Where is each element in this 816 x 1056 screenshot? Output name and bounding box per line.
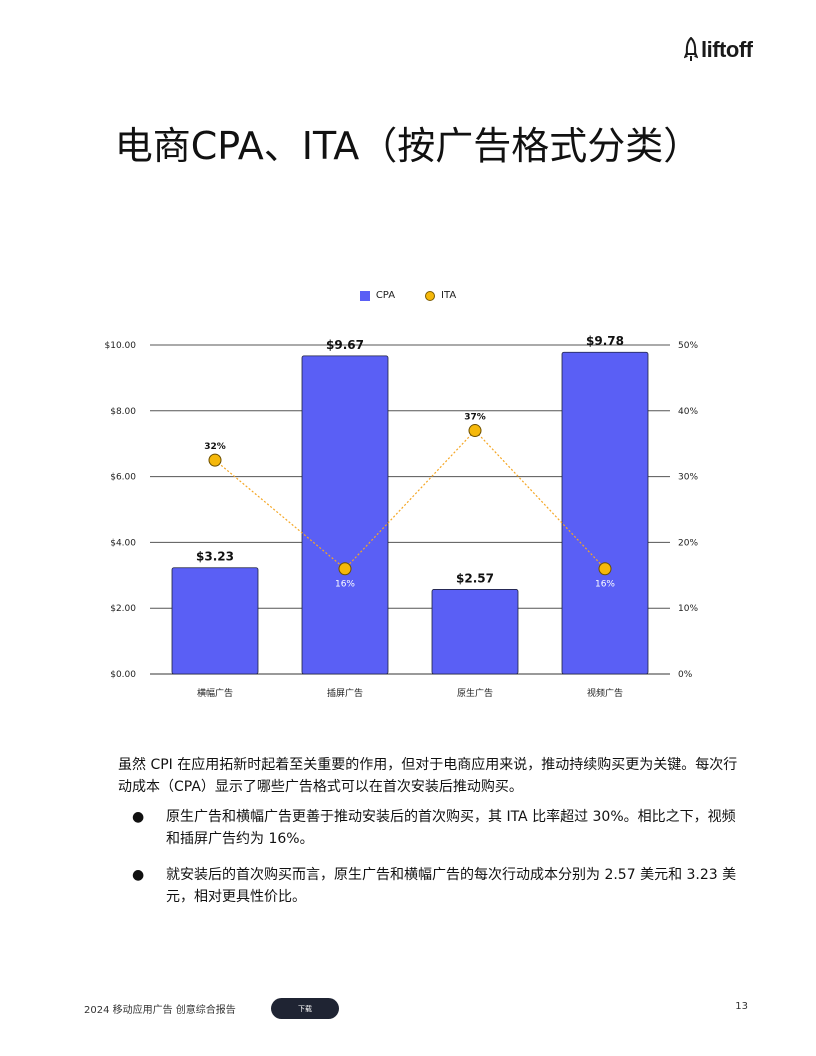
x-tick-label: 视频广告	[587, 687, 623, 699]
y-left-tick-label: $4.00	[110, 538, 136, 548]
logo-text: liftoff	[701, 37, 753, 62]
ita-value-label: 37%	[464, 413, 486, 423]
y-right-tick-label: 0%	[678, 670, 693, 680]
cpa-ita-chart: $0.00 0% $2.00 10% $4.00 20% $6.00 30% $8.00 40% $…	[105, 334, 699, 699]
legend-item-cpa: CPA	[359, 290, 396, 301]
page-title: 电商CPA、ITA（按广告格式分类）	[114, 124, 702, 168]
bar-value-label: $2.57	[456, 571, 494, 585]
bar-cpa	[431, 589, 519, 675]
bar-value-label: $9.67	[326, 338, 364, 352]
legend-label-ita: ITA	[441, 290, 457, 301]
bullet-list: ● 原生广告和横幅广告更善于推动安装后的首次购买，其 ITA 比率超过 30%。相…	[118, 806, 748, 922]
bullet-text: 原生广告和横幅广告更善于推动安装后的首次购买，其 ITA 比率超过 30%。相比…	[166, 809, 736, 847]
download-button[interactable]: 下载	[271, 998, 339, 1019]
ita-point	[338, 562, 352, 576]
ita-value-label: 32%	[204, 442, 226, 452]
liftoff-logo: liftoff	[684, 35, 753, 65]
bar-value-label: $3.23	[196, 550, 234, 564]
ita-value-label: 16%	[335, 580, 355, 590]
rocket-icon	[684, 37, 698, 61]
legend-swatch-ita	[425, 290, 436, 301]
bullet-item: ● 就安装后的首次购买而言，原生广告和横幅广告的每次行动成本分别为 2.57 美元…	[118, 864, 748, 908]
y-left-tick-label: $6.00	[110, 473, 136, 483]
bullet-item: ● 原生广告和横幅广告更善于推动安装后的首次购买，其 ITA 比率超过 30%。相…	[118, 806, 748, 850]
ita-point	[208, 453, 222, 467]
bar-value-label: $9.78	[586, 334, 624, 348]
bar-cpa	[561, 351, 649, 675]
footer-report-title: 2024 移动应用广告 创意综合报告	[84, 1005, 236, 1016]
y-left-tick-label: $2.00	[110, 604, 136, 614]
ita-value-label: 16%	[595, 580, 615, 590]
ita-point	[598, 562, 612, 576]
bullet-dot: ●	[132, 809, 145, 825]
bullet-text: 就安装后的首次购买而言，原生广告和横幅广告的每次行动成本分别为 2.57 美元和…	[166, 867, 737, 905]
y-right-tick-label: 20%	[678, 538, 698, 548]
legend-label-cpa: CPA	[375, 290, 396, 301]
x-tick-label: 横幅广告	[197, 687, 233, 699]
legend-item-ita: ITA	[425, 290, 456, 301]
x-tick-label: 原生广告	[457, 687, 493, 699]
x-tick-label: 插屏广告	[327, 687, 363, 699]
y-right-tick-label: 50%	[678, 341, 698, 351]
y-left-tick-label: $0.00	[110, 670, 136, 680]
legend-swatch-cpa	[359, 290, 370, 301]
y-left-tick-label: $10.00	[105, 341, 137, 351]
y-right-tick-label: 30%	[678, 473, 698, 483]
ita-line	[214, 429, 606, 570]
intro-paragraph: 虽然 CPI 在应用拓新时起着至关重要的作用，但对于电商应用来说，推动持续购买更…	[118, 757, 738, 795]
chart-legend: CPA ITA	[0, 290, 816, 301]
bar-cpa	[301, 355, 389, 675]
page-number: 13	[735, 1001, 748, 1012]
ita-point	[468, 424, 482, 438]
bar-cpa	[171, 567, 259, 675]
y-left-tick-label: $8.00	[110, 407, 136, 417]
bullet-dot: ●	[132, 867, 145, 883]
y-right-tick-label: 40%	[678, 407, 698, 417]
y-right-tick-label: 10%	[678, 604, 698, 614]
